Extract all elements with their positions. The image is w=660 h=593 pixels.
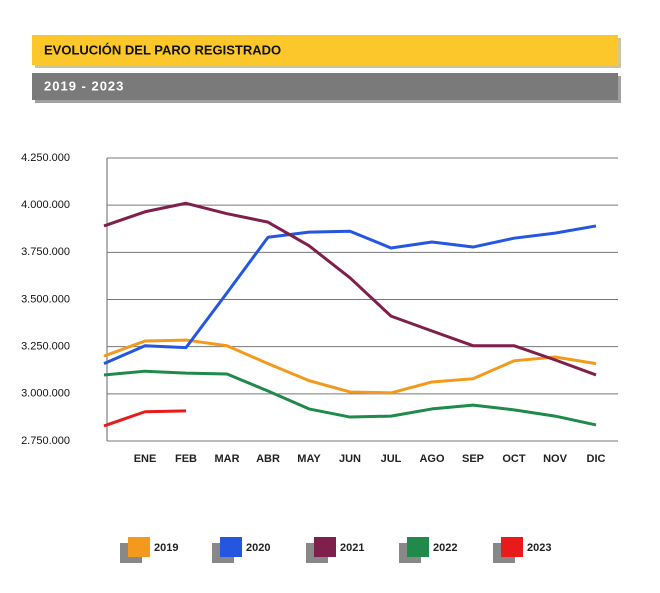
chart-title: EVOLUCIÓN DEL PARO REGISTRADO (44, 42, 281, 57)
y-tick-label: 4.000.000 (21, 199, 70, 211)
series-line (103, 224, 597, 366)
x-tick-label: ABR (256, 453, 280, 465)
y-tick-label: 3.000.000 (21, 388, 70, 400)
legend-swatch (128, 537, 150, 557)
x-tick-label: JUN (339, 453, 361, 465)
x-tick-label: DIC (587, 453, 606, 465)
legend-label: 2020 (246, 542, 270, 554)
x-tick-label: MAR (214, 453, 239, 465)
lines (103, 201, 597, 428)
x-tick-label: SEP (462, 453, 484, 465)
legend-swatch (501, 537, 523, 557)
legend-label: 2023 (527, 542, 551, 554)
x-tick-label: ENE (134, 453, 157, 465)
legend-label: 2019 (154, 542, 178, 554)
x-tick-label: AGO (419, 453, 445, 465)
y-tick-label: 3.750.000 (21, 246, 70, 258)
series-line (103, 338, 597, 395)
series-line (103, 369, 597, 427)
x-tick-label: NOV (543, 453, 568, 465)
labels: 2.750.000 3.000.000 3.250.000 3.500.000 3.75… (21, 152, 605, 465)
title-bar (32, 35, 618, 65)
legend-swatch (314, 537, 336, 557)
x-tick-label: JUL (381, 453, 402, 465)
legend-swatch (407, 537, 429, 557)
series-line (103, 409, 187, 428)
y-tick-label: 3.500.000 (21, 293, 70, 305)
legend-swatch (220, 537, 242, 557)
chart-subtitle: 2019 - 2023 (44, 78, 124, 93)
x-tick-label: FEB (175, 453, 197, 465)
y-tick-label: 2.750.000 (21, 435, 70, 447)
y-tick-label: 4.250.000 (21, 152, 70, 164)
series-line (103, 201, 597, 377)
subtitle-bar (32, 73, 618, 100)
x-tick-label: OCT (502, 453, 526, 465)
y-tick-label: 3.250.000 (21, 341, 70, 353)
x-tick-label: MAY (297, 453, 321, 465)
grid (107, 157, 618, 442)
legend: 2019 2020 2021 2022 2023 (120, 537, 551, 563)
legend-label: 2022 (433, 542, 457, 554)
legend-label: 2021 (340, 542, 364, 554)
